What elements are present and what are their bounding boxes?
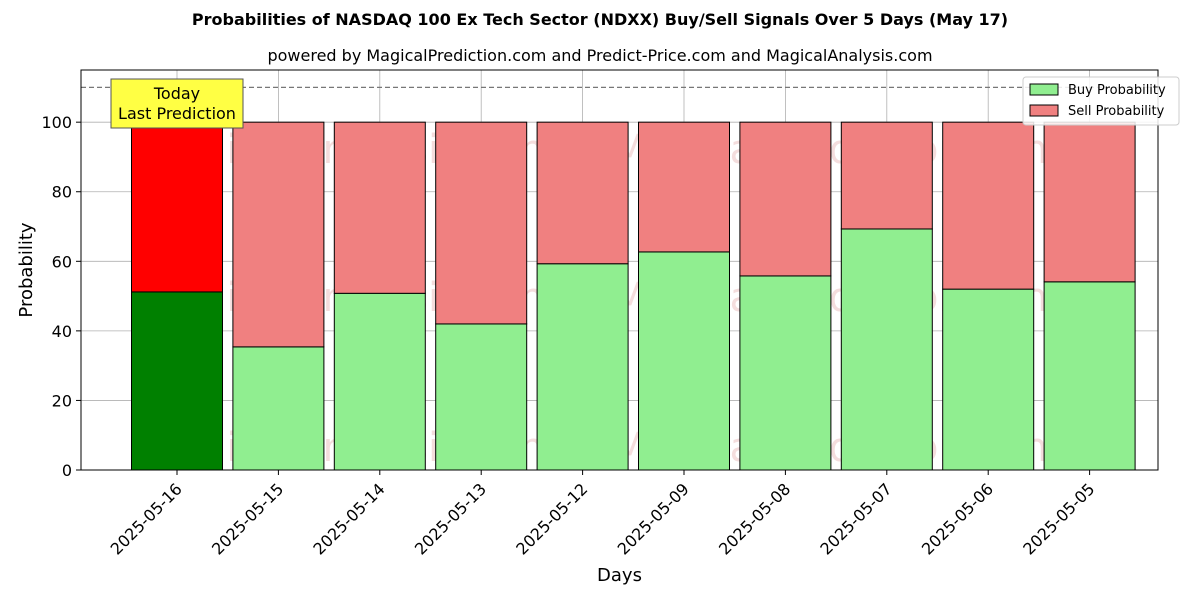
x-tick-label: 2025-05-07 — [816, 479, 895, 558]
annotation-text-today: Today — [153, 84, 200, 103]
sell-bar-2025-05-07 — [840, 121, 933, 230]
x-tick-label: 2025-05-05 — [1019, 479, 1098, 558]
y-tick-label: 20 — [52, 391, 72, 410]
x-axis-label: Days — [597, 565, 642, 586]
buy-bar-2025-05-14 — [333, 292, 426, 471]
buy-bar-2025-05-08 — [739, 275, 832, 471]
x-tick-label: 2025-05-15 — [208, 479, 287, 558]
buy-bar-2025-05-15 — [232, 346, 325, 471]
legend-label-buy-probability: Buy Probability — [1068, 83, 1166, 98]
annotation-box — [110, 78, 244, 129]
legend-swatch-sell-probability — [1029, 104, 1059, 117]
chart-subtitle: powered by MagicalPrediction.com and Pre… — [267, 46, 933, 65]
sell-bar-2025-05-16 — [131, 121, 223, 293]
x-tick-label: 2025-05-14 — [309, 479, 388, 558]
legend-swatch-buy-probability — [1029, 83, 1059, 96]
sell-bar-2025-05-08 — [739, 121, 832, 277]
legend-label-sell-probability: Sell Probability — [1068, 104, 1165, 119]
buy-bar-2025-05-09 — [638, 251, 730, 471]
y-tick-label: 60 — [52, 252, 72, 271]
bars — [131, 121, 1136, 471]
x-tick-label: 2025-05-13 — [411, 479, 490, 558]
sell-bar-2025-05-05 — [1043, 121, 1136, 283]
y-tick-label: 0 — [62, 461, 72, 480]
x-tick-label: 2025-05-08 — [715, 479, 794, 558]
chart-title: Probabilities of NASDAQ 100 Ex Tech Sect… — [191, 10, 1009, 29]
x-tick-label: 2025-05-16 — [107, 479, 186, 558]
x-tick-label: 2025-05-09 — [614, 479, 693, 558]
sell-bar-2025-05-13 — [435, 121, 528, 325]
buy-bar-2025-05-05 — [1043, 281, 1136, 471]
sell-bar-2025-05-12 — [536, 121, 629, 265]
sell-bar-2025-05-14 — [333, 121, 426, 294]
sell-bar-2025-05-15 — [232, 121, 325, 348]
x-tick-label: 2025-05-12 — [512, 479, 591, 558]
buy-bar-2025-05-07 — [840, 228, 933, 471]
y-axis-label: Probability — [16, 222, 37, 317]
buy-bar-2025-05-12 — [536, 263, 629, 471]
sell-bar-2025-05-09 — [638, 121, 730, 253]
legend: Buy Probability Sell Probability — [1022, 76, 1180, 126]
buy-bar-2025-05-16 — [131, 291, 223, 471]
buy-bar-2025-05-13 — [435, 323, 528, 471]
plot-frame — [80, 69, 1159, 471]
buy-bar-2025-05-06 — [942, 288, 1035, 471]
legend-box — [1022, 76, 1180, 126]
annotation-text-last-prediction: Last Prediction — [118, 104, 236, 123]
sell-bar-2025-05-06 — [942, 121, 1035, 290]
y-tick-label: 40 — [52, 322, 72, 341]
x-tick-label: 2025-05-06 — [918, 479, 997, 558]
y-tick-label: 100 — [41, 113, 72, 132]
y-tick-label: 80 — [52, 183, 72, 202]
